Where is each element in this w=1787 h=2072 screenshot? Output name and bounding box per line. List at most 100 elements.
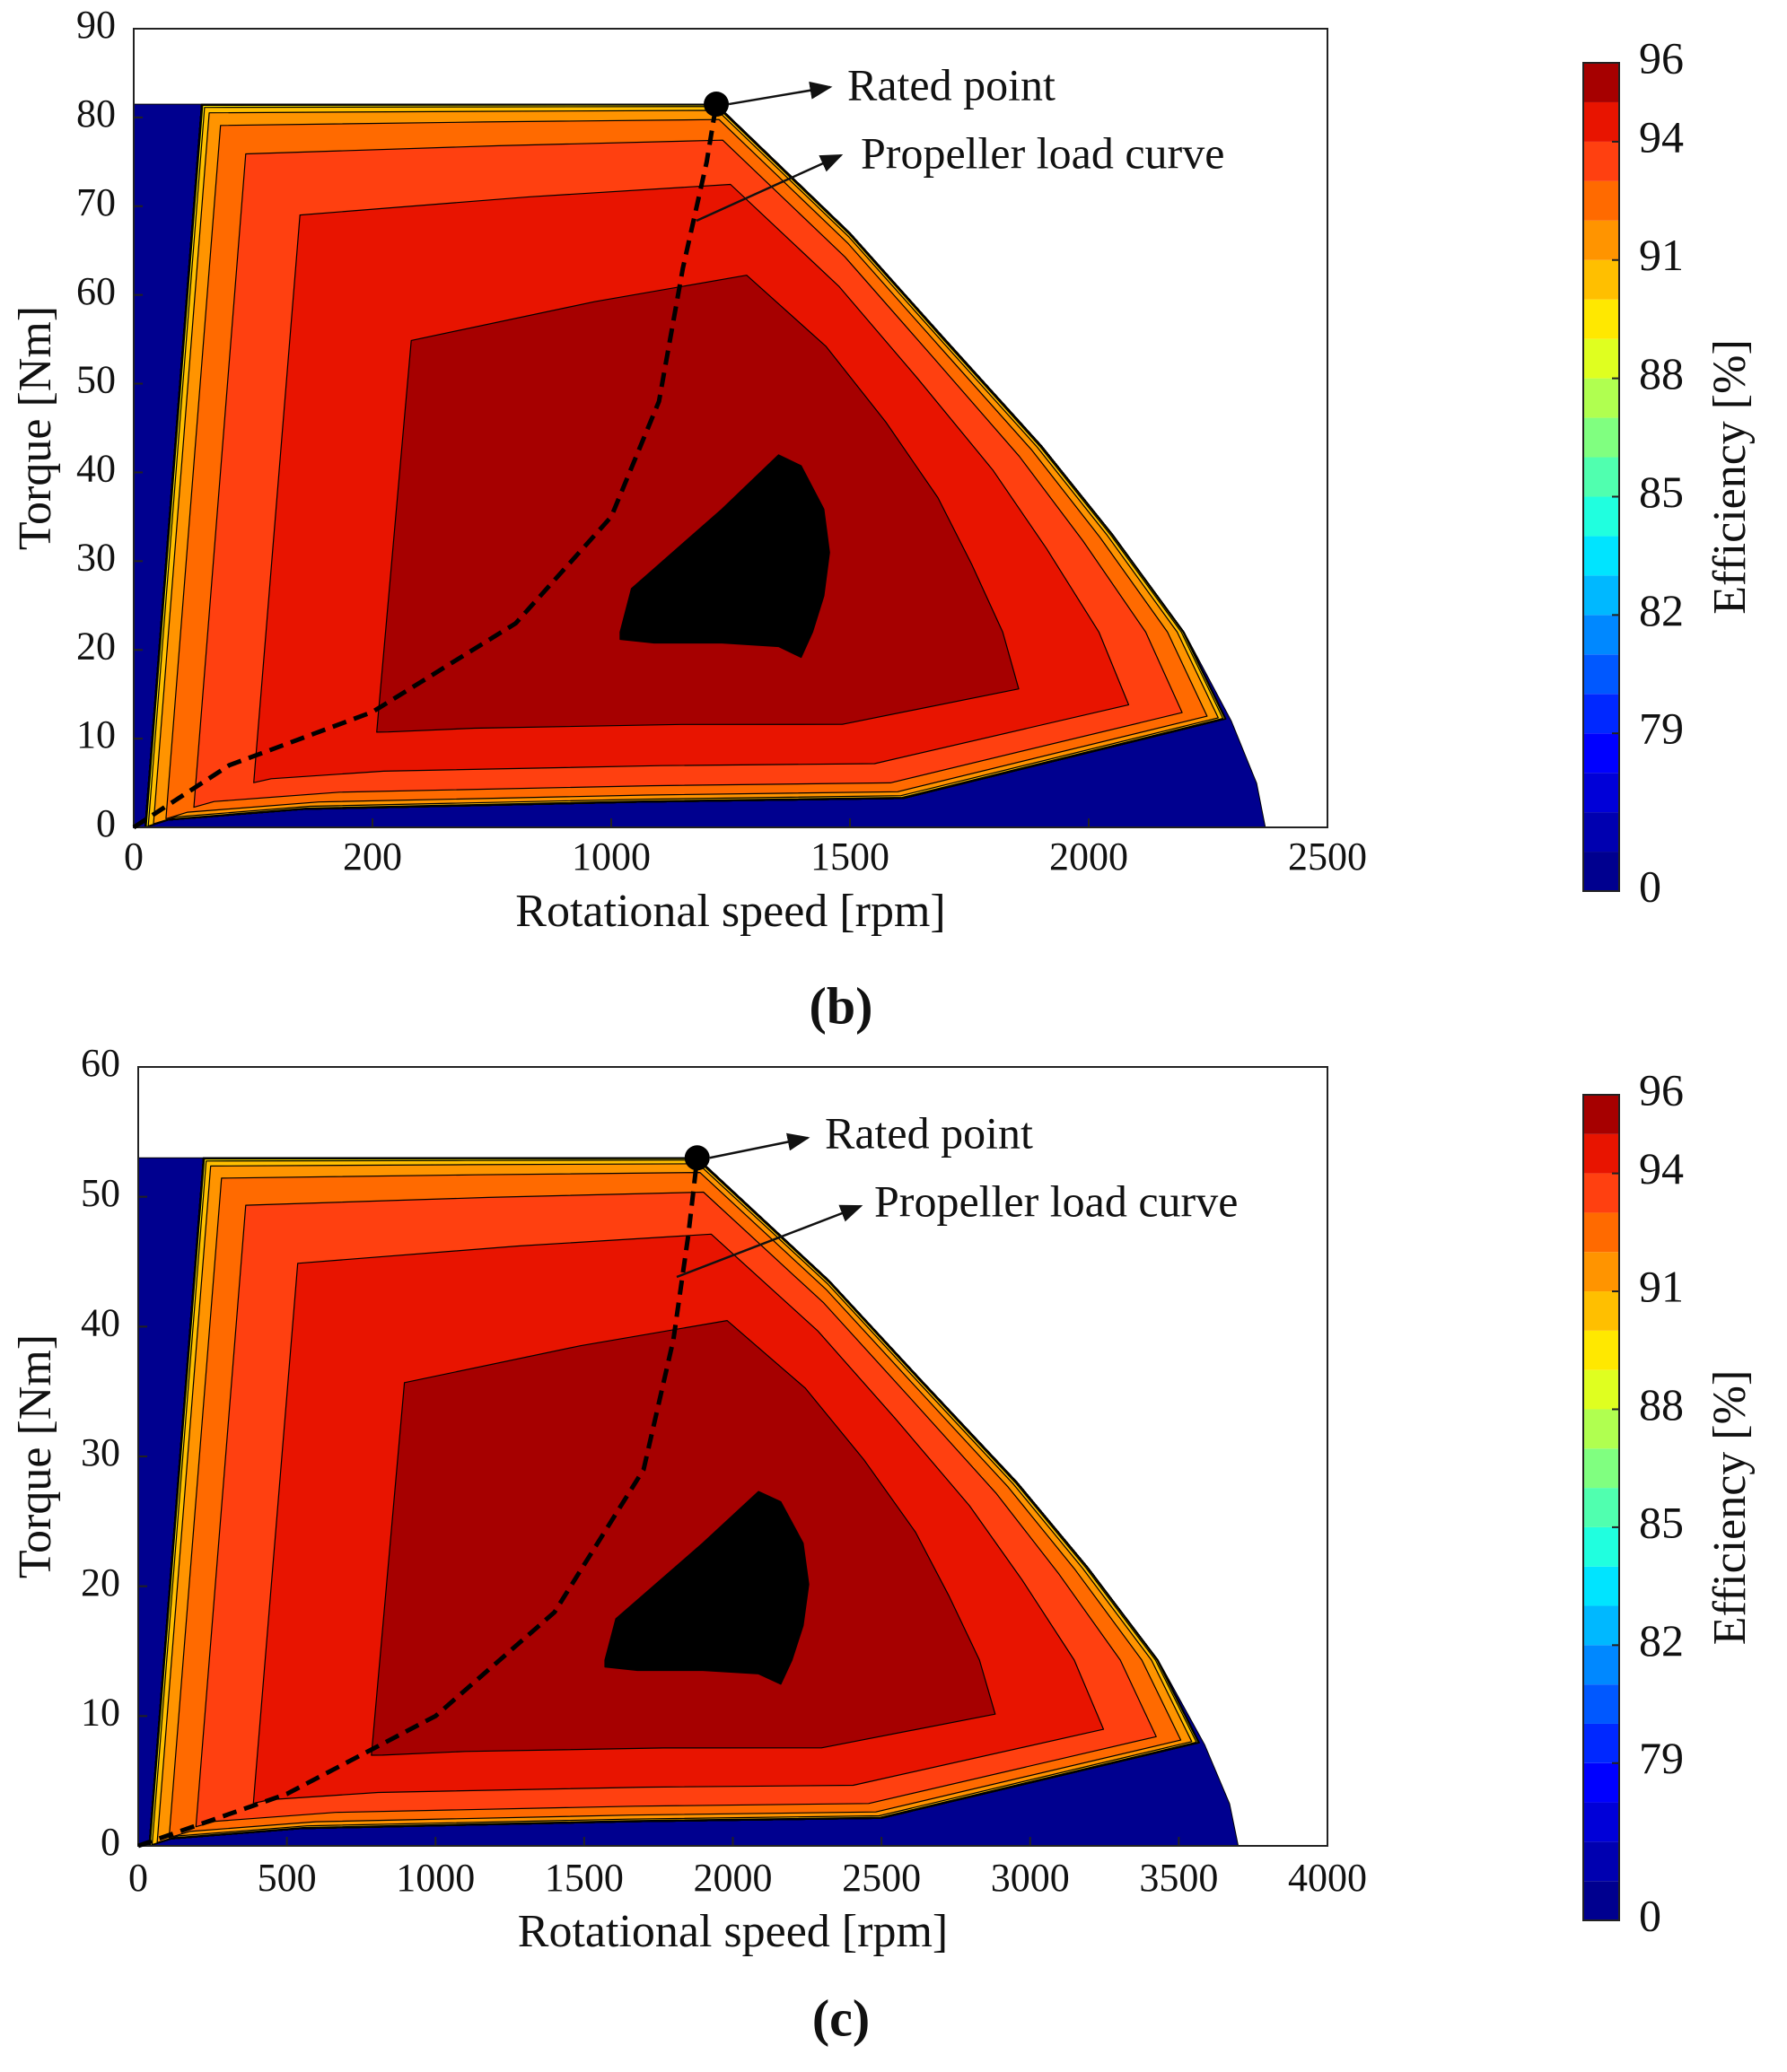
colorbar-band	[1583, 141, 1619, 181]
colorbar-band	[1583, 1291, 1619, 1331]
annotation-arrow	[709, 1132, 810, 1159]
load-curve	[132, 103, 719, 830]
x-tick-label: 3500	[1139, 1856, 1218, 1900]
annotation: Rated point	[847, 59, 1056, 109]
colorbar-band	[1583, 1566, 1619, 1606]
x-tick-label: 2000	[694, 1856, 773, 1900]
efficiency-band	[619, 454, 830, 659]
x-tick-label: 1500	[545, 1856, 624, 1900]
colorbar-tick-label: 0	[1639, 861, 1661, 911]
y-tick-label: 40	[81, 1300, 120, 1344]
x-tick-label: 0	[124, 835, 144, 879]
colorbar-tick-label: 94	[1639, 111, 1684, 162]
x-axis-label: Rotational speed [rpm]	[515, 886, 945, 937]
colorbar-band	[1583, 1881, 1619, 1920]
colorbar-band	[1583, 1095, 1619, 1134]
y-tick-label: 70	[76, 180, 116, 224]
colorbar-band	[1583, 615, 1619, 655]
y-tick-label: 50	[81, 1171, 120, 1215]
y-tick-label: 30	[76, 535, 116, 579]
colorbar-band	[1583, 654, 1619, 695]
colorbar-band	[1583, 536, 1619, 576]
y-tick-label: 80	[76, 92, 116, 136]
annotation-arrow	[676, 1204, 863, 1279]
y-tick-label: 0	[96, 801, 116, 845]
colorbar-band	[1583, 417, 1619, 458]
colorbar-tick-label: 96	[1639, 32, 1684, 83]
colorbar-band	[1583, 1605, 1619, 1646]
y-axis-label: Torque [Nm]	[10, 1334, 61, 1578]
y-tick-label: 90	[76, 3, 116, 47]
colorbar-band	[1583, 1173, 1619, 1213]
colorbar-band	[1583, 812, 1619, 852]
colorbar-band	[1583, 1723, 1619, 1763]
colorbar-band	[1583, 180, 1619, 221]
x-tick-label: 3000	[991, 1856, 1070, 1900]
y-tick-label: 40	[76, 447, 116, 491]
colorbar-band	[1583, 1762, 1619, 1803]
chart: 0 200 1000 1500 2000 2500 0 10 20 30 40 50 60 70 80 90 R…	[10, 3, 1756, 1035]
y-tick-label: 10	[81, 1690, 120, 1734]
colorbar-band	[1583, 575, 1619, 616]
load-curve	[137, 1158, 700, 1849]
colorbar-tick-label: 85	[1639, 1497, 1684, 1547]
colorbar-band	[1583, 1409, 1619, 1449]
annotation: Propeller load curve	[874, 1176, 1238, 1226]
x-tick-label: 200	[343, 835, 402, 879]
colorbar-band	[1583, 496, 1619, 537]
colorbar-band	[1583, 63, 1619, 102]
colorbar-tick-label: 0	[1639, 1890, 1661, 1940]
colorbar-band	[1583, 1684, 1619, 1724]
efficiency-band	[604, 1491, 810, 1685]
y-tick-label: 0	[101, 1820, 120, 1864]
colorbar-band	[1583, 1526, 1619, 1567]
colorbar-band	[1583, 1212, 1619, 1253]
colorbar-tick-label: 82	[1639, 585, 1684, 635]
colorbar-band	[1583, 259, 1619, 300]
colorbar-band	[1583, 852, 1619, 891]
colorbar-tick-label: 91	[1639, 1262, 1684, 1312]
colorbar-frame	[1582, 1094, 1620, 1921]
annotation-arrow	[728, 81, 833, 106]
colorbar-label: Efficiency [%]	[1704, 339, 1756, 615]
y-tick-label: 60	[76, 269, 116, 313]
x-tick-label: 1000	[572, 835, 651, 879]
y-tick-label: 60	[81, 1041, 120, 1085]
rated-point	[704, 92, 730, 118]
colorbar-band	[1583, 1448, 1619, 1489]
colorbar-band	[1583, 1802, 1619, 1842]
y-tick-label: 20	[81, 1561, 120, 1604]
colorbar-band	[1583, 773, 1619, 813]
x-tick-label: 4000	[1288, 1856, 1367, 1900]
colorbar-tick-label: 85	[1639, 467, 1684, 517]
colorbar-band	[1583, 694, 1619, 734]
panel-label: (b)	[810, 976, 873, 1035]
y-axis-label: Torque [Nm]	[10, 306, 61, 550]
colorbar-band	[1583, 1252, 1619, 1292]
x-tick-label: 2500	[842, 1856, 921, 1900]
x-tick-label: 2500	[1288, 835, 1367, 879]
colorbar-band	[1583, 1330, 1619, 1370]
colorbar-band	[1583, 733, 1619, 774]
x-tick-label: 500	[258, 1856, 317, 1900]
colorbar-band	[1583, 378, 1619, 418]
x-tick-label: 2000	[1049, 835, 1128, 879]
colorbar-tick-label: 88	[1639, 1379, 1684, 1429]
colorbar-band	[1583, 299, 1619, 339]
efficiency-band	[376, 275, 1020, 733]
x-tick-label: 1000	[396, 1856, 475, 1900]
colorbar-band	[1583, 1488, 1619, 1527]
annotation: Propeller load curve	[861, 127, 1224, 178]
y-tick-label: 30	[81, 1430, 120, 1474]
colorbar-band	[1583, 1133, 1619, 1174]
colorbar-band	[1583, 220, 1619, 260]
x-axis-label: Rotational speed [rpm]	[518, 1906, 948, 1957]
colorbar-band	[1583, 457, 1619, 497]
efficiency-band	[371, 1319, 996, 1756]
y-tick-label: 10	[76, 713, 116, 756]
colorbar-label: Efficiency [%]	[1704, 1370, 1756, 1646]
colorbar-tick-label: 79	[1639, 704, 1684, 754]
panel-label: (c)	[812, 1989, 870, 2047]
plot-frame	[133, 28, 1328, 828]
